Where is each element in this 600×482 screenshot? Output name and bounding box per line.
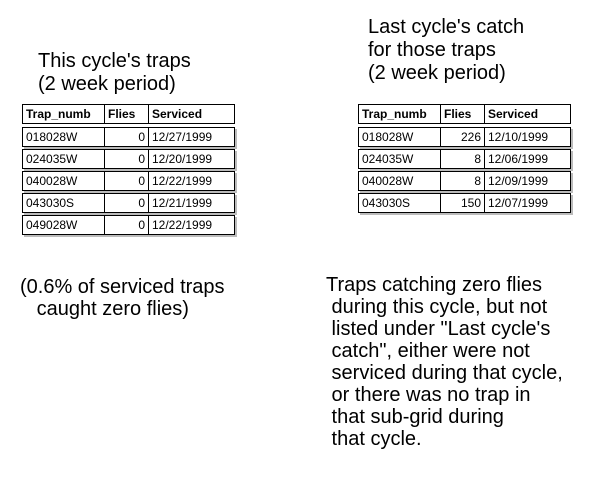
table-row: 043030S 0 12/21/1999: [22, 193, 235, 213]
trap-number-cell: 024035W: [23, 150, 105, 168]
right-heading: Last cycle's catch for those traps (2 we…: [368, 16, 524, 85]
right-note-line: Traps catching zero flies: [326, 274, 543, 296]
flies-cell: 0: [105, 172, 149, 190]
trap-number-cell: 049028W: [23, 216, 105, 234]
serviced-cell: 12/09/1999: [488, 174, 549, 188]
right-note-line: that sub-grid during: [326, 406, 504, 428]
left-heading-line: This cycle's traps: [38, 50, 191, 72]
flies-cell: 150: [441, 194, 485, 212]
right-heading-line: for those traps: [368, 39, 496, 61]
serviced-cell: 12/07/1999: [488, 196, 549, 210]
table-row: 049028W 0 12/22/1999: [22, 215, 235, 235]
column-header-flies: Flies: [441, 105, 485, 123]
left-note: (0.6% of serviced traps caught zero flie…: [20, 276, 225, 320]
left-note-line: caught zero flies): [20, 298, 189, 320]
trap-number-cell: 040028W: [23, 172, 105, 190]
left-trap-table: Trap_numb Flies Serviced 018028W 0 12/27…: [22, 104, 235, 235]
right-heading-line: Last cycle's catch: [368, 16, 525, 38]
right-heading-line: (2 week period): [368, 62, 506, 84]
table-row: 018028W 226 12/10/1999: [358, 127, 571, 147]
table-row: 043030S 150 12/07/1999: [358, 193, 571, 213]
table-row: 024035W 0 12/20/1999: [22, 149, 235, 169]
trap-number-cell: 024035W: [359, 150, 441, 168]
right-note: Traps catching zero flies during this cy…: [326, 274, 563, 450]
flies-cell: 0: [105, 194, 149, 212]
column-header-trap-number: Trap_numb: [359, 105, 441, 123]
table-row: 018028W 0 12/27/1999: [22, 127, 235, 147]
flies-cell: 8: [441, 150, 485, 168]
serviced-cell: 12/20/1999: [152, 152, 213, 166]
trap-number-cell: 043030S: [23, 194, 105, 212]
flies-cell: 226: [441, 128, 485, 146]
trap-number-cell: 040028W: [359, 172, 441, 190]
serviced-cell: 12/22/1999: [152, 218, 213, 232]
right-note-line: serviced during that cycle,: [326, 362, 563, 384]
table-header-row: Trap_numb Flies Serviced: [358, 104, 571, 124]
column-header-flies: Flies: [105, 105, 149, 123]
right-note-line: catch", either were not: [326, 340, 530, 362]
left-heading-line: (2 week period): [38, 73, 176, 95]
serviced-cell: 12/22/1999: [152, 174, 213, 188]
serviced-cell: 12/06/1999: [488, 152, 549, 166]
column-header-serviced: Serviced: [488, 107, 539, 121]
right-note-line: listed under "Last cycle's: [326, 318, 551, 340]
right-note-line: that cycle.: [326, 428, 422, 450]
flies-cell: 0: [105, 216, 149, 234]
table-row: 024035W 8 12/06/1999: [358, 149, 571, 169]
serviced-cell: 12/21/1999: [152, 196, 213, 210]
trap-number-cell: 043030S: [359, 194, 441, 212]
table-header-row: Trap_numb Flies Serviced: [22, 104, 235, 124]
trap-number-cell: 018028W: [359, 128, 441, 146]
column-header-serviced: Serviced: [152, 107, 203, 121]
left-heading: This cycle's traps (2 week period): [38, 50, 191, 96]
right-trap-table: Trap_numb Flies Serviced 018028W 226 12/…: [358, 104, 571, 213]
flies-cell: 8: [441, 172, 485, 190]
table-row: 040028W 8 12/09/1999: [358, 171, 571, 191]
left-note-line: (0.6% of serviced traps: [20, 276, 225, 298]
table-row: 040028W 0 12/22/1999: [22, 171, 235, 191]
flies-cell: 0: [105, 150, 149, 168]
trap-number-cell: 018028W: [23, 128, 105, 146]
flies-cell: 0: [105, 128, 149, 146]
column-header-trap-number: Trap_numb: [23, 105, 105, 123]
serviced-cell: 12/10/1999: [488, 130, 549, 144]
serviced-cell: 12/27/1999: [152, 130, 213, 144]
right-note-line: or there was no trap in: [326, 384, 531, 406]
right-note-line: during this cycle, but not: [326, 296, 548, 318]
